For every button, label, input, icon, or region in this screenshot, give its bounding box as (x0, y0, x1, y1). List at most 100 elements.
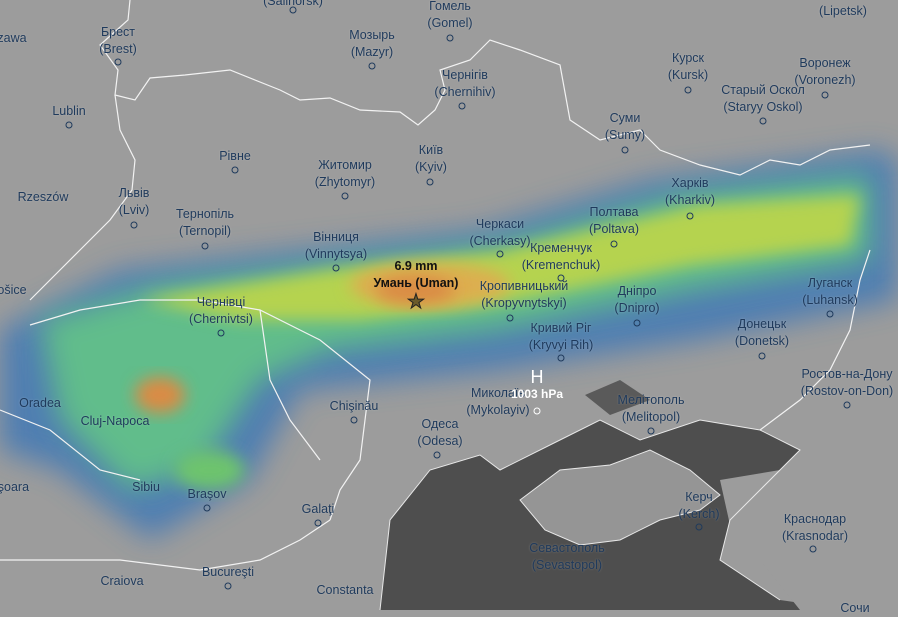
city-label[interactable]: Львів (Lviv) (119, 185, 150, 219)
city-label[interactable]: Oradea (19, 395, 61, 412)
city-label[interactable]: Житомир (Zhytomyr) (315, 157, 375, 191)
city-label[interactable]: Полтава (Poltava) (589, 204, 639, 238)
city-dot-icon[interactable] (114, 58, 122, 66)
city-label[interactable]: zawa (0, 30, 27, 47)
city-name-latin: (Sevastopol) (531, 558, 603, 572)
city-label[interactable]: Керч (Kerch) (679, 489, 720, 523)
city-dot-icon[interactable] (686, 212, 694, 220)
city-label[interactable]: Суми (Sumy) (605, 110, 645, 144)
city-name-latin: (Brest) (99, 42, 137, 56)
precipitation-band (0, 150, 898, 540)
city-label[interactable]: Брест (Brest) (99, 24, 137, 58)
city-dot-icon[interactable] (759, 117, 767, 125)
city-label[interactable]: (Salihorsk) (263, 0, 323, 10)
city-label[interactable]: Мелітополь (Melitopol) (618, 392, 685, 426)
city-dot-icon[interactable] (65, 121, 73, 129)
city-dot-icon[interactable] (557, 354, 565, 362)
city-dot-icon[interactable] (289, 6, 297, 14)
city-label[interactable]: Київ (Kyiv) (415, 142, 447, 176)
city-label[interactable]: Кременчук (Kremenchuk) (522, 240, 601, 274)
city-dot-icon[interactable] (506, 314, 514, 322)
city-dot-icon[interactable] (758, 352, 766, 360)
city-name-local: zawa (0, 31, 27, 45)
city-label[interactable]: Ростов-на-Дону (Rostov-on-Don) (801, 366, 893, 400)
city-label[interactable]: Galaţi (302, 501, 335, 518)
city-dot-icon[interactable] (633, 319, 641, 327)
city-dot-icon[interactable] (201, 242, 209, 250)
city-label[interactable]: Мозырь (Mazyr) (349, 27, 395, 61)
city-dot-icon[interactable] (458, 102, 466, 110)
city-label[interactable]: Дніпро (Dnipro) (614, 283, 659, 317)
city-label[interactable]: Bucureşti (202, 564, 254, 581)
city-label[interactable]: Харків (Kharkiv) (665, 175, 715, 209)
city-dot-icon[interactable] (314, 519, 322, 527)
city-dot-icon[interactable] (350, 416, 358, 424)
city-label[interactable]: Донецьк (Donetsk) (735, 316, 789, 350)
city-dot-icon[interactable] (231, 166, 239, 174)
city-label[interactable]: Севастополь (Sevastopol) (529, 540, 604, 574)
city-label[interactable]: Чернігів (Chernihiv) (434, 67, 495, 101)
city-label[interactable]: Sibiu (132, 479, 160, 496)
city-dot-icon[interactable] (433, 451, 441, 459)
star-icon[interactable]: ★ (407, 291, 426, 313)
city-label[interactable]: Cluj-Napoca (81, 413, 150, 430)
city-label[interactable]: Craiova (100, 573, 143, 590)
city-dot-icon[interactable] (647, 427, 655, 435)
city-dot-icon[interactable] (557, 274, 565, 282)
city-label[interactable]: Вінниця (Vinnytsya) (305, 229, 367, 263)
city-label[interactable]: Тернопіль (Ternopil) (176, 206, 234, 240)
city-label[interactable]: Краснодар (Krasnodar) (782, 511, 848, 545)
city-dot-icon[interactable] (621, 146, 629, 154)
city-dot-icon[interactable] (341, 192, 349, 200)
city-label[interactable]: Кропивницький (Kropyvnytskyi) (480, 278, 569, 312)
city-dot-icon[interactable] (821, 91, 829, 99)
highlight-location[interactable]: 6.9 mm Умань (Uman) (374, 258, 459, 292)
city-label[interactable]: Сочи (840, 600, 869, 617)
city-label[interactable]: ošice (0, 282, 27, 299)
city-label[interactable]: Курск (Kursk) (668, 50, 708, 84)
city-name-latin: (Salihorsk) (263, 0, 323, 8)
crimea-land (520, 440, 898, 610)
city-label[interactable]: Миколаїв (Mykolayiv) (466, 385, 529, 419)
city-label[interactable]: Chişinău (330, 398, 379, 415)
city-label[interactable]: Чернівці (Chernivtsi) (189, 294, 253, 328)
city-label[interactable]: Старый Оскол (Staryy Oskol) (721, 82, 805, 116)
city-dot-icon[interactable] (496, 250, 504, 258)
city-name-local: Lublin (52, 104, 86, 118)
city-name-local: Курск (671, 51, 705, 65)
city-label[interactable]: Lublin (52, 103, 85, 120)
city-name-local: Дніпро (617, 284, 657, 298)
city-dot-icon[interactable] (426, 178, 434, 186)
city-name-latin: (Lviv) (118, 203, 150, 217)
city-dot-icon[interactable] (224, 582, 232, 590)
city-label[interactable]: Рівне (219, 148, 251, 165)
city-dot-icon[interactable] (203, 504, 211, 512)
city-label[interactable]: Луганск (Luhansk) (802, 275, 858, 309)
city-label[interactable]: Кривий Ріг (Kryvyi Rih) (529, 320, 594, 354)
pressure-symbol: H (530, 367, 544, 387)
city-dot-icon[interactable] (695, 523, 703, 531)
city-dot-icon[interactable] (130, 221, 138, 229)
city-label[interactable]: Черкаси (Cherkasy) (469, 216, 530, 250)
city-label[interactable]: Braşov (188, 486, 227, 503)
city-dot-icon[interactable] (217, 329, 225, 337)
city-name-latin: (Kerch) (678, 507, 720, 521)
city-dot-icon[interactable] (843, 401, 851, 409)
city-label[interactable]: işoara (0, 479, 29, 496)
city-name-local: ošice (0, 283, 27, 297)
city-label[interactable]: (Lipetsk) (819, 3, 867, 20)
city-label[interactable]: Воронеж (Voronezh) (794, 55, 855, 89)
city-dot-icon[interactable] (368, 62, 376, 70)
city-dot-icon[interactable] (684, 86, 692, 94)
city-label[interactable]: Гомель (Gomel) (427, 0, 472, 32)
city-dot-icon[interactable] (332, 264, 340, 272)
city-label[interactable]: Одеса (Odesa) (417, 416, 462, 450)
city-label[interactable]: Rzeszów (18, 189, 69, 206)
city-dot-icon[interactable] (826, 310, 834, 318)
city-dot-icon[interactable] (446, 34, 454, 42)
city-label[interactable]: Constanta (317, 582, 374, 599)
city-dot-icon[interactable] (610, 240, 618, 248)
city-name-local: Sibiu (132, 480, 160, 494)
city-dot-icon[interactable] (809, 545, 817, 553)
